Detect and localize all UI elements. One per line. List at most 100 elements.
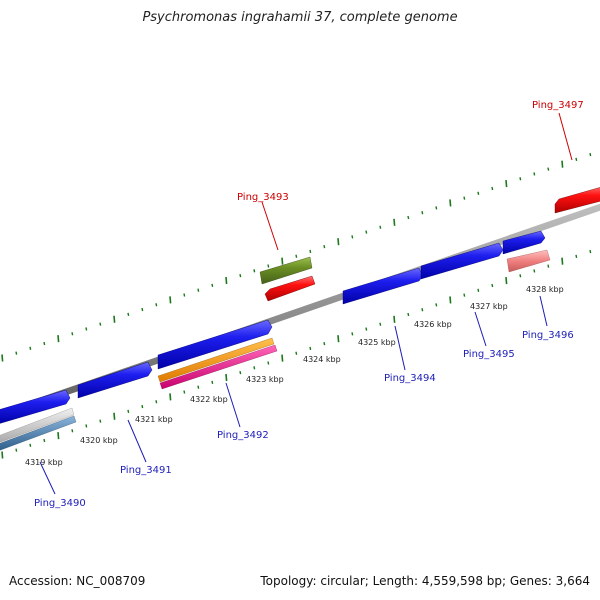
inner-track-minor-tick	[239, 371, 242, 375]
inner-track-major-tick	[281, 354, 284, 362]
gene-ping-3493-olive[interactable]	[259, 256, 313, 285]
gene-ping-3492-magenta[interactable]	[159, 344, 278, 390]
outer-track-minor-tick	[71, 332, 74, 336]
outer-track-minor-tick	[365, 230, 368, 234]
inner-track-minor-tick	[295, 351, 298, 355]
gene-ping-3491[interactable]	[77, 361, 153, 399]
gene-ping-3496[interactable]	[506, 249, 551, 273]
outer-track-minor-tick	[253, 269, 256, 273]
outer-track-minor-tick	[421, 211, 424, 215]
scale-label-4326: 4326 kbp	[414, 320, 452, 329]
outer-track-minor-tick	[15, 351, 18, 355]
outer-track-major-tick	[561, 160, 564, 168]
scale-label-4320: 4320 kbp	[80, 436, 118, 445]
scale-label-4322: 4322 kbp	[190, 395, 228, 404]
inner-track-minor-tick	[519, 274, 522, 278]
inner-track-minor-tick	[491, 283, 494, 288]
inner-track-minor-tick	[589, 249, 592, 254]
gene-ping-3490-gray[interactable]	[0, 407, 75, 443]
outer-track-minor-tick	[85, 327, 88, 331]
gene-label-ping-3496[interactable]: Ping_3496	[522, 330, 574, 341]
inner-track-major-tick	[393, 315, 396, 323]
scale-label-4321: 4321 kbp	[135, 415, 173, 424]
outer-track-minor-tick	[211, 283, 214, 287]
inner-track-minor-tick	[71, 429, 74, 433]
gene-label-ping-3494[interactable]: Ping_3494	[384, 373, 436, 384]
outer-track-major-tick	[505, 180, 508, 188]
gene-ping-3492-forward[interactable]	[157, 319, 273, 370]
inner-track-minor-tick	[323, 341, 326, 346]
inner-track-minor-tick	[463, 293, 466, 297]
outer-track-minor-tick	[295, 254, 298, 258]
gene-ping-3493[interactable]	[264, 275, 316, 302]
outer-track-major-tick	[393, 218, 396, 226]
outer-track-minor-tick	[435, 206, 438, 210]
inner-track-minor-tick	[85, 424, 88, 428]
inner-track-minor-tick	[43, 438, 46, 443]
outer-tick-track	[1, 152, 592, 362]
inner-track-minor-tick	[365, 327, 368, 331]
gene-label-ping-3493[interactable]: Ping_3493	[237, 192, 289, 203]
inner-track-minor-tick	[197, 385, 200, 389]
inner-track-minor-tick	[141, 404, 144, 409]
inner-track-minor-tick	[127, 409, 130, 414]
outer-track-minor-tick	[351, 235, 354, 239]
outer-track-minor-tick	[547, 167, 550, 171]
outer-track-minor-tick	[379, 225, 382, 229]
leader-lines-red	[261, 112, 573, 251]
inner-track-minor-tick	[547, 264, 550, 268]
outer-track-major-tick	[449, 199, 452, 207]
gene-ping-3496-forward[interactable]	[502, 230, 546, 255]
gene-label-ping-3495[interactable]: Ping_3495	[463, 349, 515, 360]
inner-track-major-tick	[169, 393, 172, 401]
inner-track-major-tick	[449, 296, 452, 304]
scale-label-4327: 4327 kbp	[470, 302, 508, 311]
scale-label-4324: 4324 kbp	[303, 355, 341, 364]
inner-track-minor-tick	[183, 390, 186, 394]
outer-track-minor-tick	[519, 177, 522, 181]
outer-track-minor-tick	[491, 186, 494, 191]
gene-label-ping-3492[interactable]: Ping_3492	[217, 430, 269, 441]
inner-track-minor-tick	[477, 288, 480, 292]
gene-ping-3490-forward[interactable]	[0, 389, 71, 424]
outer-track-minor-tick	[477, 191, 480, 195]
inner-track-minor-tick	[267, 361, 270, 365]
inner-track-minor-tick	[29, 443, 32, 447]
inner-track-major-tick	[113, 412, 116, 420]
outer-track-minor-tick	[589, 152, 592, 157]
inner-track-minor-tick	[407, 312, 410, 317]
outer-track-minor-tick	[267, 264, 270, 268]
outer-track-minor-tick	[197, 288, 200, 292]
inner-track-minor-tick	[435, 303, 438, 307]
inner-tick-track	[1, 249, 592, 459]
outer-track-major-tick	[57, 335, 60, 343]
outer-track-major-tick	[169, 296, 172, 304]
outer-track-minor-tick	[407, 215, 410, 220]
gene-ping-3497[interactable]	[554, 186, 600, 214]
outer-track-minor-tick	[183, 293, 186, 297]
inner-track-major-tick	[337, 335, 340, 343]
outer-track-minor-tick	[43, 341, 46, 346]
gene-ping-3490[interactable]	[0, 415, 77, 451]
gene-label-ping-3497[interactable]: Ping_3497	[532, 100, 584, 111]
gene-ping-3492-orange[interactable]	[157, 337, 275, 383]
outer-track-major-tick	[1, 354, 4, 362]
outer-track-minor-tick	[99, 322, 102, 326]
gene-ping-3494[interactable]	[342, 267, 424, 305]
inner-track-minor-tick	[253, 366, 256, 370]
gene-label-ping-3491[interactable]: Ping_3491	[120, 465, 172, 476]
outer-track-minor-tick	[309, 249, 312, 254]
outer-track-major-tick	[281, 257, 284, 265]
map-title: Psychromonas ingrahamii 37, complete gen…	[142, 10, 458, 25]
genome-stats-label: Topology: circular; Length: 4,559,598 bp…	[260, 574, 590, 588]
inner-track-minor-tick	[421, 308, 424, 312]
gene-ping-3495[interactable]	[420, 242, 504, 280]
inner-track-minor-tick	[155, 400, 158, 404]
gene-label-ping-3490[interactable]: Ping_3490	[34, 498, 86, 509]
outer-track-minor-tick	[533, 172, 536, 176]
scale-label-4325: 4325 kbp	[358, 338, 396, 347]
inner-track-major-tick	[225, 373, 228, 382]
inner-track-minor-tick	[533, 269, 536, 273]
scale-label-4323: 4323 kbp	[246, 375, 284, 384]
